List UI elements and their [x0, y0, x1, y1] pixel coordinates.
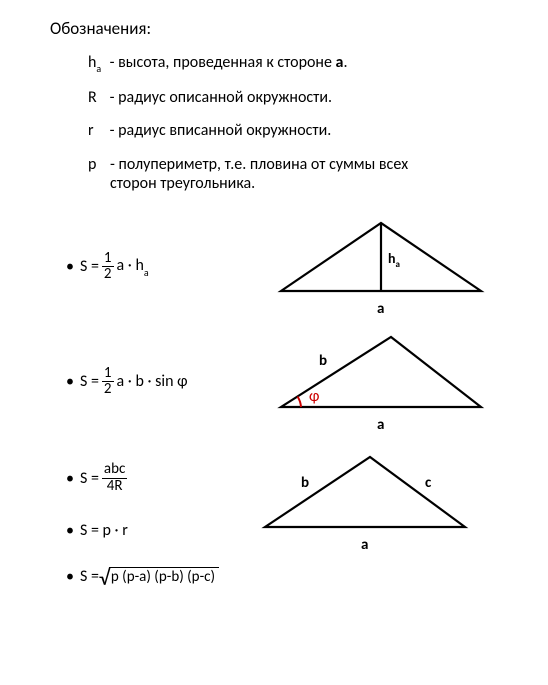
f1-lhs: S = — [80, 257, 99, 276]
formula-f2: • S = 1 2 a · b · sin φ — [66, 366, 241, 399]
f1-tail-sub: a — [144, 266, 149, 279]
f3-den: 4R — [105, 479, 125, 495]
f3-lhs: S = — [80, 469, 99, 488]
formula-f1: • S = 1 2 a · ha — [66, 251, 241, 284]
f1-num: 1 — [102, 251, 114, 267]
def-ha-dot: . — [343, 53, 347, 72]
svg-text:b: b — [319, 352, 327, 370]
formulas-f3-f4: • S = abc 4R • S = p · r — [50, 462, 225, 540]
f3-num: abc — [102, 462, 127, 478]
figure-2: φ b a — [261, 327, 501, 437]
def-R-text: - радиус описанной окружности. — [106, 88, 332, 107]
f4-text: S = p · r — [80, 521, 128, 540]
bullet-icon: • — [66, 521, 74, 540]
radical-icon: √ — [99, 569, 110, 587]
svg-text:φ: φ — [309, 387, 319, 406]
def-ha-text: - высота, проведенная к стороне — [110, 53, 336, 72]
triangle-angle-icon: φ b a — [261, 327, 501, 437]
def-p-line1: - полупериметр, т.е. пловина от суммы вс… — [110, 155, 408, 174]
f5-lhs: S = — [80, 567, 99, 586]
bullet-icon: • — [66, 372, 74, 391]
triangle-height-icon: ha a — [261, 213, 501, 321]
formula-f4: • S = p · r — [66, 521, 225, 540]
figure-1: ha a — [261, 213, 501, 321]
f2-num: 1 — [102, 366, 114, 382]
bullet-icon: • — [66, 567, 74, 586]
f1-tail: a · ha — [117, 256, 149, 277]
def-p: p - полупериметр, т.е. пловина от суммы … — [88, 155, 528, 193]
def-p-symbol: p — [88, 155, 106, 174]
f1-tail-text: a · h — [117, 256, 144, 275]
f1-den: 2 — [102, 267, 114, 283]
def-r-text: - радиус вписанной окружности. — [106, 121, 331, 140]
f1-frac: 1 2 — [102, 251, 114, 284]
row-f1: • S = 1 2 a · ha ha a — [50, 213, 528, 321]
def-R-symbol: R — [88, 88, 106, 107]
f2-tail: a · b · sin φ — [117, 372, 188, 391]
svg-text:ha: ha — [388, 250, 400, 270]
page-title: Обозначения: — [50, 18, 528, 39]
definitions-block: ha - высота, проведенная к стороне а. R … — [88, 53, 528, 193]
row-f5: • S = √ p (p-a) (p-b) (p-c) — [50, 567, 528, 586]
svg-text:a: a — [361, 536, 368, 554]
svg-text:c: c — [425, 474, 432, 492]
def-ha: ha - высота, проведенная к стороне а. — [88, 53, 528, 74]
triangle-sides-icon: b c a — [245, 445, 485, 557]
row-f3-f4: • S = abc 4R • S = p · r b c a — [50, 445, 528, 557]
f5-sqrt: √ p (p-a) (p-b) (p-c) — [99, 567, 219, 586]
def-r-symbol: r — [88, 121, 106, 140]
formula-f3: • S = abc 4R — [66, 462, 225, 495]
row-f2: • S = 1 2 a · b · sin φ φ b a — [50, 327, 528, 437]
def-ha-sym-sub: a — [96, 62, 101, 75]
svg-text:b: b — [301, 474, 309, 492]
def-R: R - радиус описанной окружности. — [88, 88, 528, 107]
f5-radicand: p (p-a) (p-b) (p-c) — [109, 567, 219, 586]
bullet-icon: • — [66, 469, 74, 488]
svg-text:a: a — [377, 416, 384, 434]
formula-f5: • S = √ p (p-a) (p-b) (p-c) — [66, 567, 219, 586]
bullet-icon: • — [66, 257, 74, 276]
def-ha-symbol: ha — [88, 53, 106, 74]
f2-den: 2 — [102, 382, 114, 398]
svg-text:a: a — [377, 300, 384, 318]
f2-frac: 1 2 — [102, 366, 114, 399]
def-p-line2: сторон треугольника. — [110, 174, 255, 193]
page: Обозначения: ha - высота, проведенная к … — [0, 0, 548, 685]
figure-3: b c a — [245, 445, 485, 557]
def-r: r - радиус вписанной окружности. — [88, 121, 528, 140]
f2-lhs: S = — [80, 372, 99, 391]
def-p-text: - полупериметр, т.е. пловина от суммы вс… — [110, 155, 408, 193]
f3-frac: abc 4R — [102, 462, 127, 495]
